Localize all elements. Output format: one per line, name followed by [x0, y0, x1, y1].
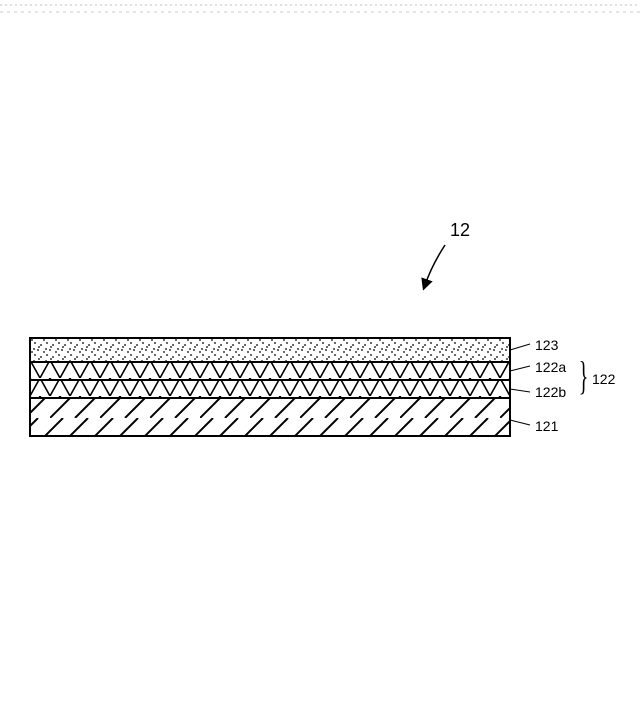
brace-122: } — [579, 356, 589, 396]
label-122b: 122b — [535, 384, 566, 400]
layer-123 — [30, 338, 510, 362]
leader-lines — [510, 344, 530, 425]
layer-122a — [30, 362, 510, 380]
layer-122b — [30, 380, 510, 398]
group-arrow — [425, 245, 445, 285]
layer-stack — [30, 338, 510, 436]
label-122a: 122a — [535, 359, 566, 375]
label-121: 121 — [535, 418, 558, 434]
label-123: 123 — [535, 337, 558, 353]
layer-121 — [30, 398, 510, 436]
group-label: 12 — [450, 220, 470, 241]
label-122-group: 122 — [592, 371, 615, 387]
